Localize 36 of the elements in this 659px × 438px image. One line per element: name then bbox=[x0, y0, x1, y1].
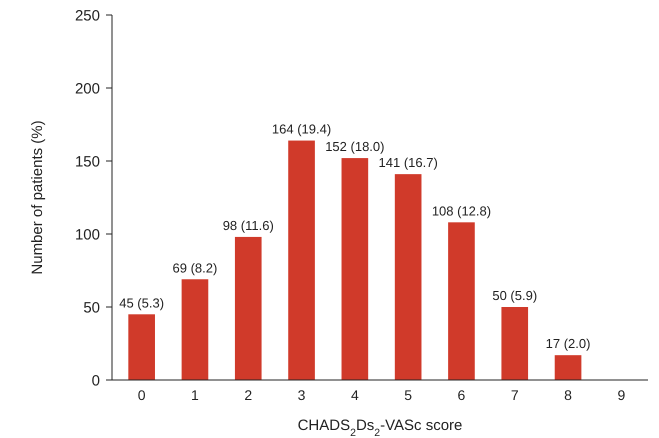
data-label: 141 (16.7) bbox=[378, 155, 438, 170]
bar bbox=[234, 236, 262, 380]
bar bbox=[554, 355, 582, 380]
bar bbox=[288, 140, 315, 380]
x-axis-title: CHADS$_{2}$Ds$_{2}$-VASc score bbox=[298, 417, 462, 438]
data-label: 98 (11.6) bbox=[222, 218, 274, 233]
x-tick-label: 4 bbox=[350, 387, 359, 403]
data-label: 69 (8.2) bbox=[172, 260, 218, 276]
x-tick-label: 9 bbox=[617, 387, 626, 403]
y-tick-label: 200 bbox=[74, 80, 100, 98]
bar bbox=[448, 222, 475, 380]
data-label: 45 (5.3) bbox=[119, 295, 164, 310]
y-axis-title: Number of patients (%) bbox=[29, 120, 46, 275]
x-tick-label: 6 bbox=[458, 387, 466, 403]
bar bbox=[394, 174, 422, 380]
data-label: 17 (2.0) bbox=[546, 336, 590, 352]
bar bbox=[128, 314, 155, 380]
y-tick-label: 250 bbox=[74, 7, 100, 24]
data-label: 108 (12.8) bbox=[432, 203, 492, 218]
bar bbox=[182, 279, 208, 380]
data-label: 50 (5.9) bbox=[492, 288, 538, 303]
data-label: 164 (19.4) bbox=[272, 122, 332, 137]
x-tick-label: 7 bbox=[510, 387, 519, 403]
bar bbox=[501, 307, 528, 380]
x-tick-label: 8 bbox=[564, 387, 572, 403]
y-tick-label: 100 bbox=[74, 226, 100, 244]
x-tick-label: 0 bbox=[138, 387, 146, 403]
data-label: 152 (18.0) bbox=[325, 139, 384, 154]
x-tick-label: 3 bbox=[298, 387, 306, 403]
y-tick-label: 50 bbox=[83, 299, 100, 316]
y-tick-label: 150 bbox=[74, 153, 100, 170]
x-tick-label: 1 bbox=[191, 387, 200, 403]
bar bbox=[342, 158, 368, 380]
y-tick-label: 0 bbox=[92, 372, 100, 390]
x-tick-label: 5 bbox=[404, 387, 412, 403]
x-tick-label: 2 bbox=[244, 387, 252, 403]
